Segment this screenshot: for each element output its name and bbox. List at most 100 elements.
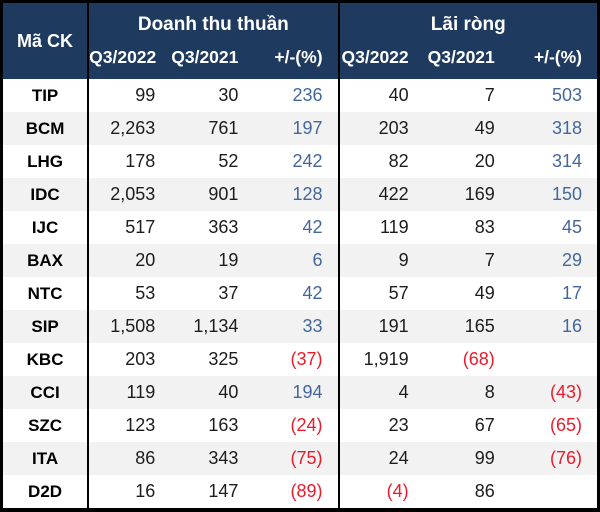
stock-code: IDC [30,184,60,204]
cell-value: 2,053 [87,178,170,211]
table-row: NTC 53 37 42 57 49 17 [3,277,597,310]
column-group-net-profit: Lãi ròng [337,3,597,41]
cell-value: 165 [464,316,495,336]
column-header-stock-code: Mã CK [3,3,88,79]
header-sub-row: Q3/2022 Q3/2021 +/-(%) Q3/2022 Q3/2021 +… [3,41,597,79]
cell-value: 99 [87,79,170,112]
cell-value: 422 [337,178,424,211]
cell-value: 99 [474,448,495,468]
cell-value: 2,263 [87,112,170,145]
cell-value: 82 [337,145,424,178]
table-row: IJC 517 363 42 119 83 45 [3,211,597,244]
column-header-revenue-change: +/-(%) [253,41,338,79]
cell-value: 314 [551,151,582,171]
cell-value: 20 [87,244,170,277]
cell-value: 19 [218,250,239,270]
header-group-row: Mã CK Doanh thu thuần Lãi ròng [3,3,597,79]
stock-code: SZC [28,415,63,435]
table-row: BAX 20 19 6 9 7 29 [3,244,597,277]
cell-value: 150 [551,184,582,204]
table-header: Mã CK Doanh thu thuần Lãi ròng Q3/2022 Q… [3,3,597,79]
cell-value: 16 [561,316,582,336]
table-row: LHG 178 52 242 82 20 314 [3,145,597,178]
cell-value: 203 [337,112,424,145]
table-row: TIP 99 30 236 40 7 503 [3,79,597,112]
stock-code: CCI [30,382,60,402]
cell-value: 86 [474,481,495,501]
cell-value: 1,919 [337,343,424,376]
cell-value: 169 [464,184,495,204]
table-body: TIP 99 30 236 40 7 503 BCM 2,263 761 197 203 49 318 LH… [3,79,597,508]
cell-value: 40 [218,382,239,402]
cell-value: 6 [312,250,323,270]
cell-value: 33 [302,316,323,336]
column-header-revenue-q3-2021: Q3/2021 [170,41,254,79]
cell-value: 119 [87,376,170,409]
cell-value: (89) [290,481,323,501]
cell-value: 517 [87,211,170,244]
cell-value: 24 [337,442,424,475]
table-row: SIP 1,508 1,134 33 191 165 16 [3,310,597,343]
cell-value: 52 [218,151,239,171]
cell-value: 363 [208,217,239,237]
cell-value: 17 [561,283,582,303]
cell-value: 503 [551,85,582,105]
cell-value: 203 [87,343,170,376]
cell-value: (43) [549,382,582,402]
cell-value: 197 [292,118,323,138]
cell-value: (76) [549,448,582,468]
table-row: IDC 2,053 901 128 422 169 150 [3,178,597,211]
cell-value [510,343,597,376]
stock-code: ITA [32,448,59,468]
cell-value: 242 [292,151,323,171]
cell-value: (75) [290,448,323,468]
cell-value: 761 [208,118,239,138]
table-row: ITA 86 343 (75) 24 99 (76) [3,442,597,475]
cell-value: 40 [337,79,424,112]
cell-value: 7 [484,85,495,105]
column-header-profit-change: +/-(%) [509,41,597,79]
cell-value: 194 [292,382,323,402]
table-row: CCI 119 40 194 4 8 (43) [3,376,597,409]
cell-value: 42 [302,283,323,303]
cell-value: (65) [549,415,582,435]
column-header-profit-q3-2022: Q3/2022 [337,41,424,79]
cell-value [510,475,597,508]
cell-value: 318 [551,118,582,138]
cell-value: 49 [474,118,495,138]
cell-value: 9 [337,244,424,277]
cell-value: 1,134 [193,316,239,336]
stock-code: NTC [27,283,63,303]
cell-value: 83 [474,217,495,237]
cell-value: 191 [337,310,424,343]
column-header-revenue-q3-2022: Q3/2022 [87,41,171,79]
cell-value: 49 [474,283,495,303]
cell-value: 325 [208,349,239,369]
cell-value: 119 [337,211,424,244]
stock-code: TIP [31,85,59,105]
cell-value: 236 [292,85,323,105]
stock-code: BAX [27,250,64,270]
cell-value: 7 [484,250,495,270]
cell-value: (37) [290,349,323,369]
cell-value: (4) [337,475,424,508]
cell-value: 343 [208,448,239,468]
stock-code: D2D [28,481,63,501]
cell-value: 123 [87,409,170,442]
cell-value: 42 [302,217,323,237]
cell-value: 147 [208,481,239,501]
cell-value: 4 [337,376,424,409]
column-header-profit-q3-2021: Q3/2021 [423,41,510,79]
cell-value: 16 [87,475,170,508]
cell-value: 163 [208,415,239,435]
column-group-net-revenue: Doanh thu thuần [87,3,338,41]
cell-value: 128 [292,184,323,204]
table-row: BCM 2,263 761 197 203 49 318 [3,112,597,145]
cell-value: 57 [337,277,424,310]
table-row: D2D 16 147 (89) (4) 86 [3,475,597,508]
table-row: SZC 123 163 (24) 23 67 (65) [3,409,597,442]
stock-results-table: Mã CK Doanh thu thuần Lãi ròng Q3/2022 Q… [3,3,597,508]
cell-value: 30 [218,85,239,105]
cell-value: 20 [474,151,495,171]
